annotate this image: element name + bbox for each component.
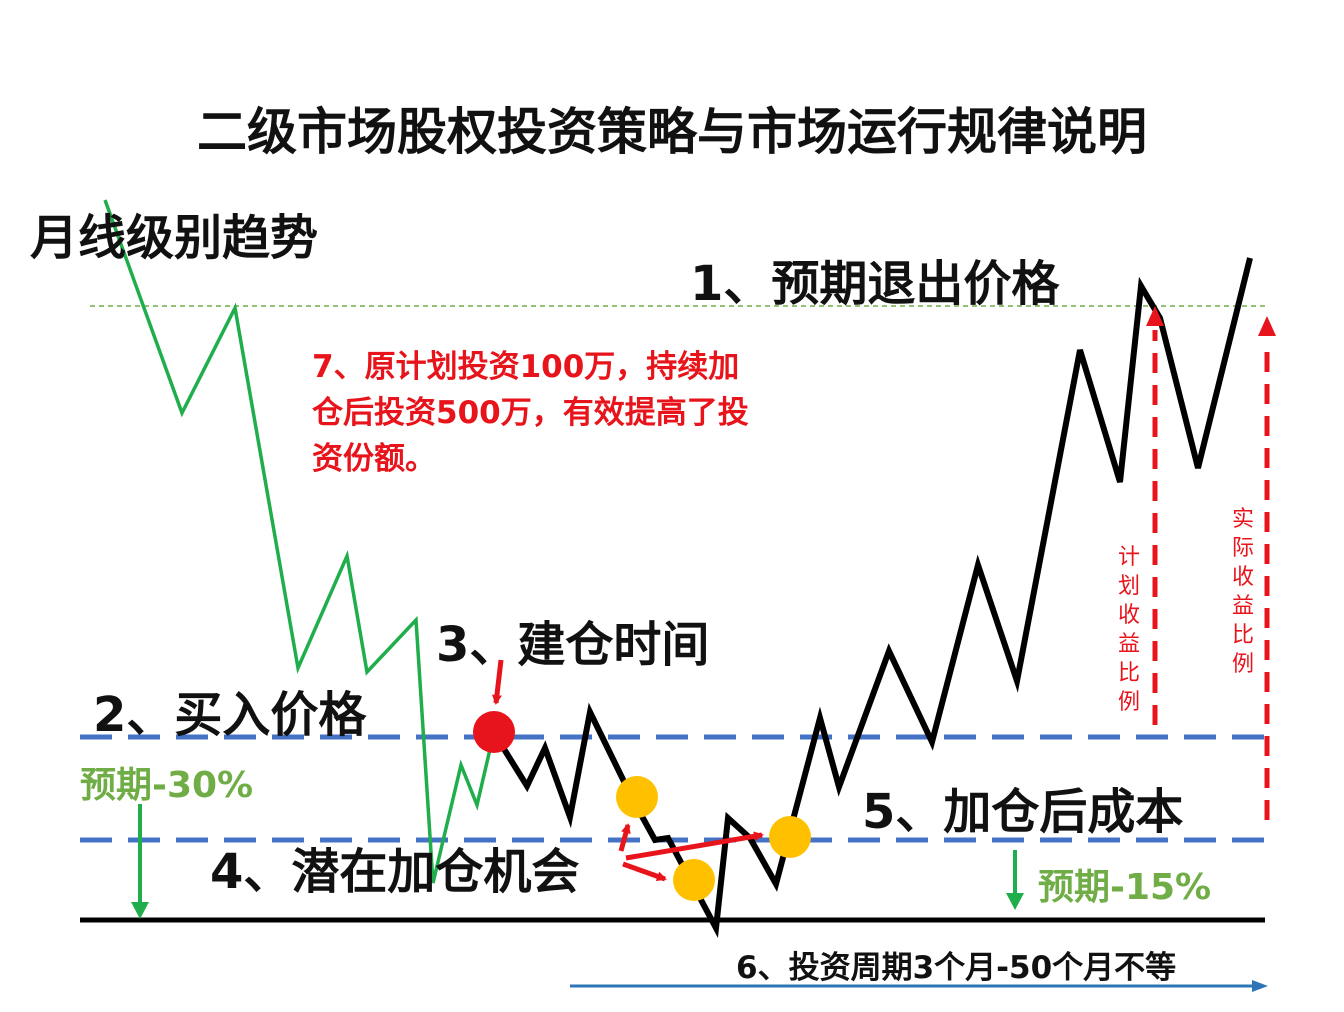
- build-time-label: 3、建仓时间: [436, 617, 710, 673]
- add-point-dot-2: [673, 859, 715, 901]
- cost-after-add-label: 5、加仓后成本: [862, 784, 1184, 840]
- planned-return-arrowhead: [1146, 306, 1164, 326]
- period-arrowhead: [1252, 980, 1268, 992]
- add-arrow-2: [622, 861, 667, 882]
- expect-30-arrowhead: [131, 902, 149, 919]
- period-label: 6、投资周期3个月-50个月不等: [736, 950, 1177, 986]
- actual-return-arrowhead: [1258, 316, 1276, 336]
- add-arrow-3: [625, 831, 764, 861]
- page-title: 二级市场股权投资策略与市场运行规律说明: [197, 103, 1147, 161]
- expect-30-label: 预期-30%: [80, 765, 254, 806]
- add-opportunity-label: 4、潜在加仓机会: [210, 844, 580, 900]
- add-point-dot-3: [769, 816, 811, 858]
- buy-point-dot: [473, 711, 515, 753]
- add-point-dot-1: [616, 776, 658, 818]
- investment-note: 7、原计划投资100万，持续加仓后投资500万，有效提高了投资份额。: [312, 349, 749, 477]
- actual-return-label: 实际收益比例: [1231, 507, 1254, 677]
- expect-15-label: 预期-15%: [1038, 867, 1212, 908]
- planned-return-label: 计划收益比例: [1117, 545, 1140, 715]
- buy-price-label: 2、买入价格: [93, 687, 367, 743]
- expect-15-arrowhead: [1006, 893, 1024, 910]
- trend-label: 月线级别趋势: [30, 210, 319, 266]
- build-time-arrow: [491, 659, 504, 705]
- black-price-line: [491, 257, 1253, 938]
- exit-price-label: 1、预期退出价格: [690, 256, 1060, 312]
- green-trend-line: [103, 199, 493, 884]
- add-arrow-1: [618, 823, 631, 852]
